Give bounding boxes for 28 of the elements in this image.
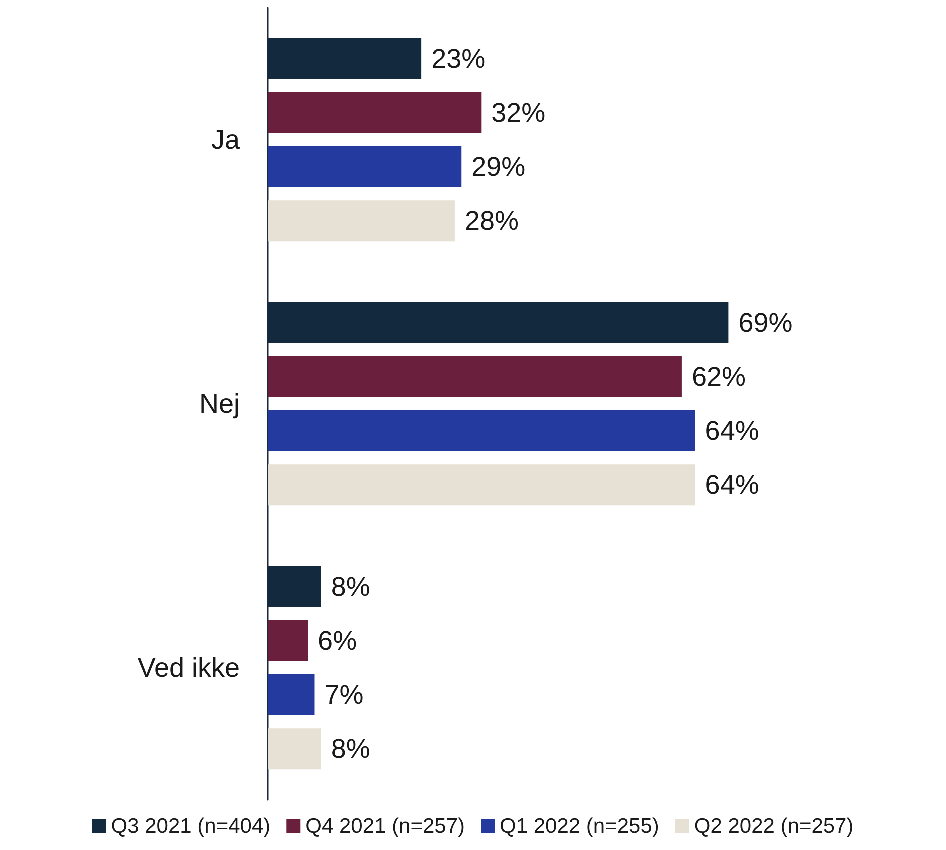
bar (268, 674, 315, 716)
data-label: 32% (492, 98, 546, 128)
bar (268, 620, 308, 662)
legend-label: Q1 2022 (n=255) (500, 815, 660, 838)
bar (268, 200, 455, 242)
bar (268, 464, 696, 506)
data-label: 28% (464, 206, 519, 236)
data-label: 8% (331, 734, 370, 764)
data-label: 64% (705, 416, 760, 446)
data-label: 8% (331, 572, 370, 602)
data-label: 64% (705, 470, 760, 500)
bar (268, 410, 696, 452)
data-label: 69% (738, 308, 793, 338)
data-label: 7% (324, 680, 364, 710)
legend-label: Q2 2022 (n=257) (694, 815, 854, 838)
bar (268, 92, 482, 134)
data-label: 62% (692, 362, 746, 392)
y-tick-label: Ved ikke (138, 653, 240, 683)
data-label: 29% (472, 152, 526, 182)
data-label: 6% (318, 626, 358, 656)
data-label: 23% (432, 44, 486, 74)
legend-label: Q4 2021 (n=257) (306, 815, 466, 838)
y-tick-label: Ja (211, 125, 241, 155)
y-tick-label: Nej (199, 389, 240, 419)
bar (268, 728, 322, 770)
bar (268, 146, 462, 188)
bar (268, 356, 682, 398)
legend-label: Q3 2021 (n=404) (111, 815, 271, 838)
